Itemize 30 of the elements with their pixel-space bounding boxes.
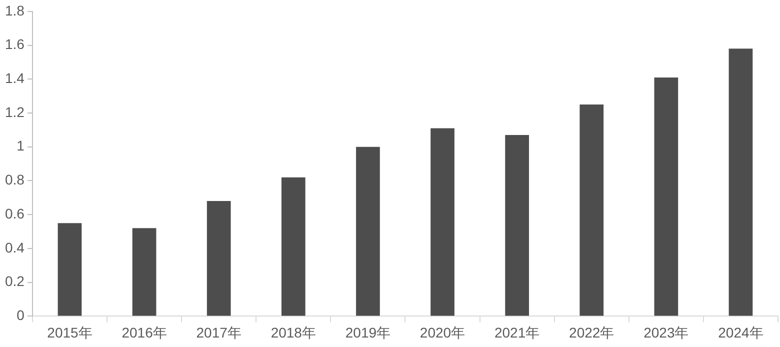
- bar: [356, 146, 380, 316]
- bar: [728, 48, 753, 316]
- bar: [505, 135, 529, 316]
- y-tick-label: 0.6: [4, 205, 25, 222]
- x-tick-label: 2021年: [494, 324, 540, 340]
- y-tick-label: 0.2: [4, 273, 25, 290]
- x-tick-label: 2024年: [718, 324, 764, 340]
- bar: [58, 223, 82, 316]
- x-tick-label: 2015年: [47, 324, 92, 340]
- x-tick-label: 2018年: [270, 324, 316, 340]
- bar: [580, 104, 604, 316]
- bar: [132, 228, 156, 316]
- x-tick-label: 2016年: [122, 324, 167, 340]
- y-tick-label: 1.8: [4, 2, 25, 18]
- x-tick-label: 2022年: [569, 324, 614, 340]
- bar: [281, 177, 306, 316]
- x-tick-label: 2020年: [420, 324, 466, 340]
- y-tick-label: 1.4: [4, 70, 25, 86]
- x-tick-label: 2023年: [644, 324, 689, 340]
- x-tick-label: 2017年: [196, 324, 242, 340]
- y-tick-label: 0: [16, 307, 25, 324]
- bar: [430, 128, 454, 316]
- y-tick-label: 1: [16, 138, 25, 154]
- bar: [206, 201, 231, 316]
- y-tick-label: 0.8: [4, 172, 25, 188]
- y-tick-label: 0.4: [4, 239, 25, 256]
- x-tick-label: 2019年: [345, 324, 391, 340]
- y-tick-label: 1.2: [4, 104, 25, 120]
- bar: [654, 77, 678, 316]
- y-tick-label: 1.6: [4, 36, 25, 52]
